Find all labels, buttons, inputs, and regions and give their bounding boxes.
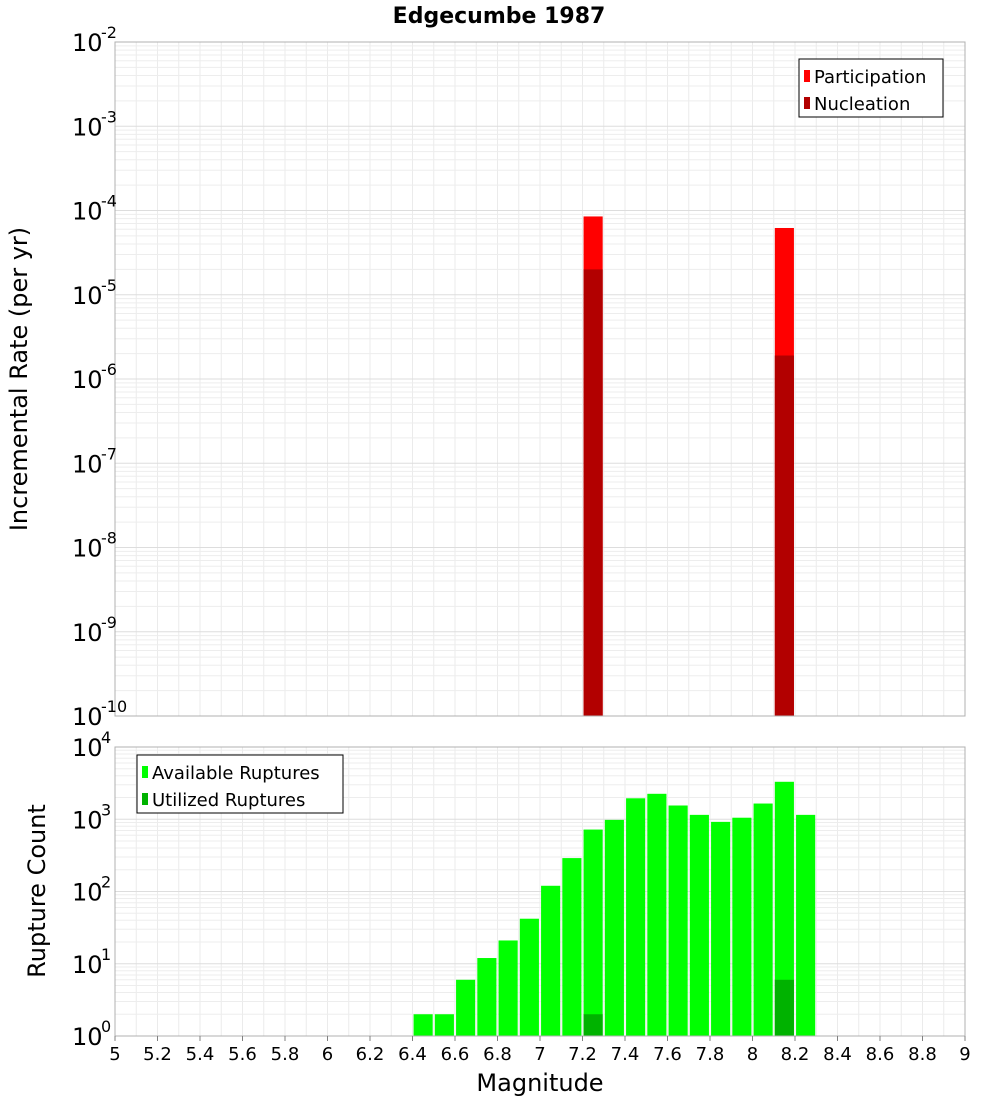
y-tick-exponent: -5 (101, 276, 117, 295)
x-tick-label: 7.4 (611, 1044, 640, 1065)
legend-box (136, 754, 344, 814)
bar-available-ruptures (732, 817, 752, 1036)
x-tick-label: 5.6 (228, 1044, 257, 1065)
bar-available-ruptures (774, 781, 794, 1036)
bar-available-ruptures (626, 798, 646, 1036)
x-tick-label: 8.6 (866, 1044, 895, 1065)
x-tick-label: 5.2 (143, 1044, 172, 1065)
bar-utilized-ruptures (583, 1014, 603, 1036)
x-tick-label: 8.8 (908, 1044, 937, 1065)
y-tick-exponent: -6 (101, 360, 117, 379)
y-tick-exponent: 1 (101, 945, 111, 964)
y-tick-exponent: -8 (101, 529, 117, 548)
bar-available-ruptures (668, 805, 688, 1036)
x-tick-label: 6.8 (483, 1044, 512, 1065)
x-tick-label: 7.2 (568, 1044, 597, 1065)
top-bars (583, 216, 794, 716)
y-tick-label: 10 (72, 703, 103, 731)
y-tick-label: 10 (72, 951, 103, 979)
x-tick-label: 8 (747, 1044, 758, 1065)
x-ticks: 5 5.2 5.4 5.6 5.8 6 6.2 6.4 6.6 6.8 7 7.2 7.4 7.6 7.8 8… (109, 1036, 971, 1065)
bar-available-ruptures (562, 858, 582, 1036)
y-tick-exponent: 2 (101, 873, 111, 892)
bar-utilized-ruptures (774, 979, 794, 1036)
legend-entry: Available Ruptures (152, 763, 320, 784)
x-tick-label: 8.4 (823, 1044, 852, 1065)
y-tick-label: 10 (72, 879, 103, 907)
y-tick-label: 10 (72, 1023, 103, 1051)
y-tick-exponent: -7 (101, 444, 117, 463)
y-tick-exponent: -9 (101, 613, 117, 632)
y-tick-exponent: 3 (101, 800, 111, 819)
bar-available-ruptures (541, 885, 561, 1036)
x-tick-label: 5.4 (186, 1044, 215, 1065)
x-tick-label: 7 (534, 1044, 545, 1065)
y-tick-label: 10 (72, 619, 103, 647)
x-tick-label: 5 (109, 1044, 120, 1065)
legend-swatch (804, 70, 810, 82)
legend-swatch (142, 766, 148, 778)
y-tick-label: 10 (72, 113, 103, 141)
bar-available-ruptures (711, 821, 731, 1036)
y-tick-label: 10 (72, 366, 103, 394)
bar-available-ruptures (604, 819, 624, 1036)
bar-available-ruptures (796, 814, 816, 1036)
legend-entry: Participation (814, 67, 926, 88)
bar-available-ruptures (519, 918, 539, 1036)
bar-available-ruptures (434, 1014, 454, 1036)
bar-available-ruptures (477, 958, 497, 1036)
y-tick-label: 10 (72, 450, 103, 478)
bar-available-ruptures (413, 1014, 433, 1036)
bar-available-ruptures (456, 979, 476, 1036)
bar-available-ruptures (583, 829, 603, 1036)
bar-nucleation (583, 269, 603, 716)
legend-swatch (142, 793, 148, 805)
y-tick-exponent: -4 (101, 192, 117, 211)
legend-entry: Nucleation (814, 94, 910, 115)
y-tick-label: 10 (72, 282, 103, 310)
x-axis-label: Magnitude (476, 1069, 603, 1097)
y-tick-exponent: -2 (101, 23, 117, 42)
legend-entry: Utilized Ruptures (152, 790, 305, 811)
bar-available-ruptures (689, 814, 709, 1036)
legend-box (798, 58, 944, 118)
bottom-bars (413, 781, 816, 1036)
x-tick-label: 6.4 (398, 1044, 427, 1065)
y-tick-exponent: 0 (101, 1017, 111, 1036)
x-tick-label: 5.8 (271, 1044, 300, 1065)
y-tick-label: 10 (72, 806, 103, 834)
chart-title: Edgecumbe 1987 (393, 4, 606, 29)
x-tick-label: 9 (959, 1044, 970, 1065)
x-tick-label: 7.6 (653, 1044, 682, 1065)
y-tick-label: 10 (72, 734, 103, 762)
y-tick-exponent: 4 (101, 728, 111, 747)
x-tick-label: 7.8 (696, 1044, 725, 1065)
bottom-y-axis-label: Rupture Count (23, 804, 51, 978)
top-plot-frame (114, 41, 966, 717)
bar-available-ruptures (647, 793, 667, 1036)
y-tick-label: 10 (72, 29, 103, 57)
top-gridlines (114, 42, 966, 717)
x-tick-label: 6.2 (356, 1044, 385, 1065)
legend-swatch (804, 97, 810, 109)
top-legend: Participation Nucleation (798, 58, 944, 118)
y-tick-label: 10 (72, 535, 103, 563)
bottom-legend: Available Ruptures Utilized Ruptures (136, 754, 344, 814)
y-tick-exponent: -10 (101, 697, 127, 716)
y-tick-exponent: -3 (101, 107, 117, 126)
top-y-axis-label: Incremental Rate (per yr) (5, 227, 33, 531)
x-tick-label: 6.6 (441, 1044, 470, 1065)
bar-nucleation (774, 355, 794, 716)
x-tick-label: 8.2 (781, 1044, 810, 1065)
x-tick-label: 6 (322, 1044, 333, 1065)
bar-available-ruptures (753, 803, 773, 1036)
bar-available-ruptures (498, 940, 518, 1036)
y-tick-label: 10 (72, 198, 103, 226)
